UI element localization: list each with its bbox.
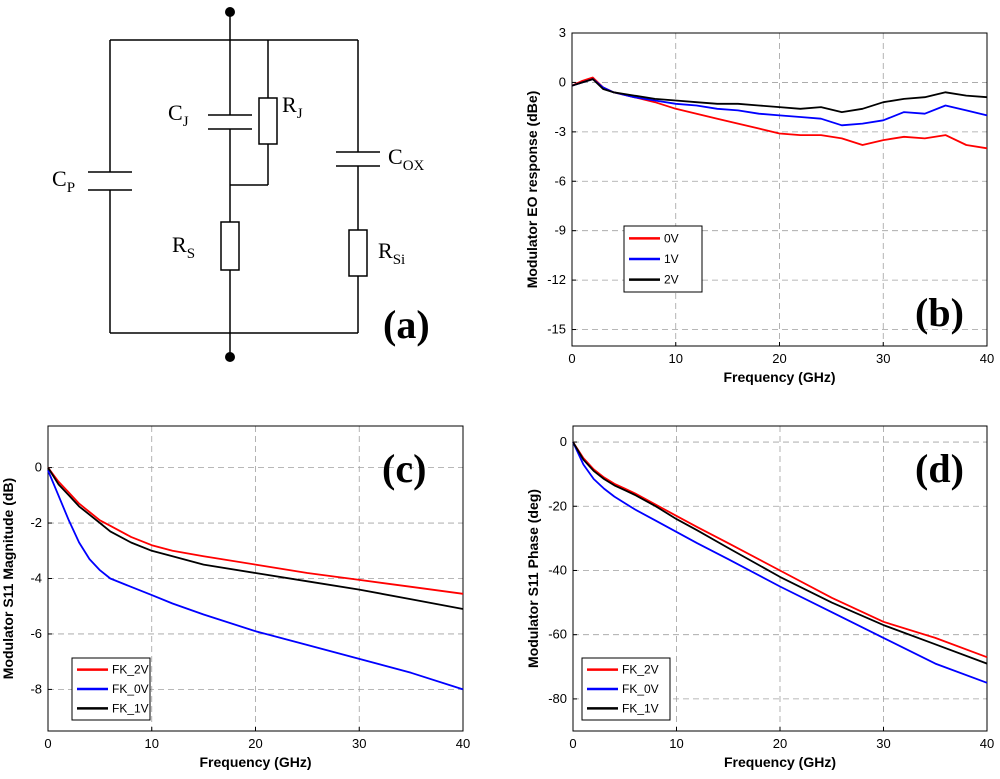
x-axis-label: Frequency (GHz): [199, 754, 311, 770]
x-tick-label: 40: [456, 736, 470, 751]
legend-label: 0V: [664, 231, 679, 245]
plot-frame: [47, 425, 464, 732]
legend-label: FK_0V: [112, 682, 149, 696]
y-tick-label: -8: [30, 681, 42, 696]
x-tick-label: 20: [772, 351, 786, 366]
capacitor-cox: [336, 151, 380, 167]
y-tick-label: -4: [30, 571, 42, 586]
y-axis-label: Modulator EO response (dBe): [524, 91, 540, 289]
capacitor-cj: [208, 114, 252, 130]
x-tick-label: 10: [669, 351, 683, 366]
panel-tag: (b): [915, 290, 964, 335]
x-tick-label: 40: [980, 351, 994, 366]
label-cox: COX: [388, 144, 425, 174]
y-tick-label: -15: [547, 322, 566, 337]
series-line-fk_1v: [47, 467, 464, 610]
y-tick-label: -40: [548, 562, 567, 577]
y-tick-label: -9: [554, 223, 566, 238]
x-tick-label: 0: [569, 736, 576, 751]
y-tick-label: 3: [559, 25, 566, 40]
label-rsi: RSi: [378, 238, 405, 268]
legend-label: FK_1V: [112, 701, 149, 715]
series-line-fk_1v: [572, 441, 988, 665]
y-tick-label: -12: [547, 272, 566, 287]
y-tick-label: -80: [548, 691, 567, 706]
legend-label: FK_2V: [622, 663, 659, 677]
x-axis-label: Frequency (GHz): [723, 369, 835, 385]
x-tick-label: 20: [248, 736, 262, 751]
circuit-wires: [109, 12, 359, 357]
x-tick-label: 30: [876, 351, 890, 366]
x-tick-label: 40: [980, 736, 994, 751]
series-line-fk_2v: [572, 441, 988, 659]
circuit-panel: CP CJ RJ COX RS RSi (a): [52, 7, 430, 362]
y-tick-label: -60: [548, 627, 567, 642]
capacitor-cp: [88, 171, 132, 191]
x-tick-label: 0: [44, 736, 51, 751]
series-line-fk_0v: [47, 470, 464, 691]
label-cj: CJ: [168, 100, 189, 130]
y-tick-label: -6: [554, 173, 566, 188]
legend-label: 1V: [664, 252, 679, 266]
x-tick-label: 10: [669, 736, 683, 751]
s11-phase-chart: 0 10 20 30 40 0 -20 -40 -60 -80 Frequency (GHz) Mod…: [525, 425, 994, 770]
y-axis-label: Modulator S11 Magnitude (dB): [0, 478, 16, 679]
resistor-rs: [220, 221, 240, 271]
resistor-rj: [258, 97, 278, 145]
legend-label: FK_0V: [622, 682, 659, 696]
label-cp: CP: [52, 166, 75, 196]
y-tick-label: -6: [30, 626, 42, 641]
y-tick-label: 0: [35, 460, 42, 475]
series-line-2v: [571, 78, 988, 113]
y-axis-label: Modulator S11 Phase (deg): [525, 489, 541, 668]
x-tick-label: 20: [773, 736, 787, 751]
series-line-fk_0v: [572, 441, 988, 684]
y-tick-label: 0: [560, 434, 567, 449]
x-tick-label: 30: [352, 736, 366, 751]
plot-frame: [572, 425, 988, 732]
series-line-fk_2v: [47, 467, 464, 595]
legend-label: 2V: [664, 273, 679, 287]
x-tick-label: 30: [876, 736, 890, 751]
s11-magnitude-chart: 0 10 20 30 40 0 -2 -4 -6 -8 Frequency (GHz) Modulat…: [0, 425, 470, 770]
panel-tag: (d): [915, 446, 964, 491]
y-tick-label: 0: [559, 74, 566, 89]
plot-frame: [571, 32, 988, 347]
x-tick-label: 0: [568, 351, 575, 366]
x-tick-label: 10: [145, 736, 159, 751]
legend-label: FK_1V: [622, 701, 659, 715]
legend-label: FK_2V: [112, 663, 149, 677]
panel-tag: (c): [382, 446, 426, 491]
label-rj: RJ: [282, 92, 303, 122]
x-axis-label: Frequency (GHz): [724, 754, 836, 770]
label-rs: RS: [172, 232, 195, 262]
y-tick-label: -3: [554, 124, 566, 139]
y-tick-label: -2: [30, 515, 42, 530]
y-tick-label: -20: [548, 498, 567, 513]
panel-tag-a: (a): [383, 302, 430, 347]
resistor-rsi: [348, 229, 368, 277]
